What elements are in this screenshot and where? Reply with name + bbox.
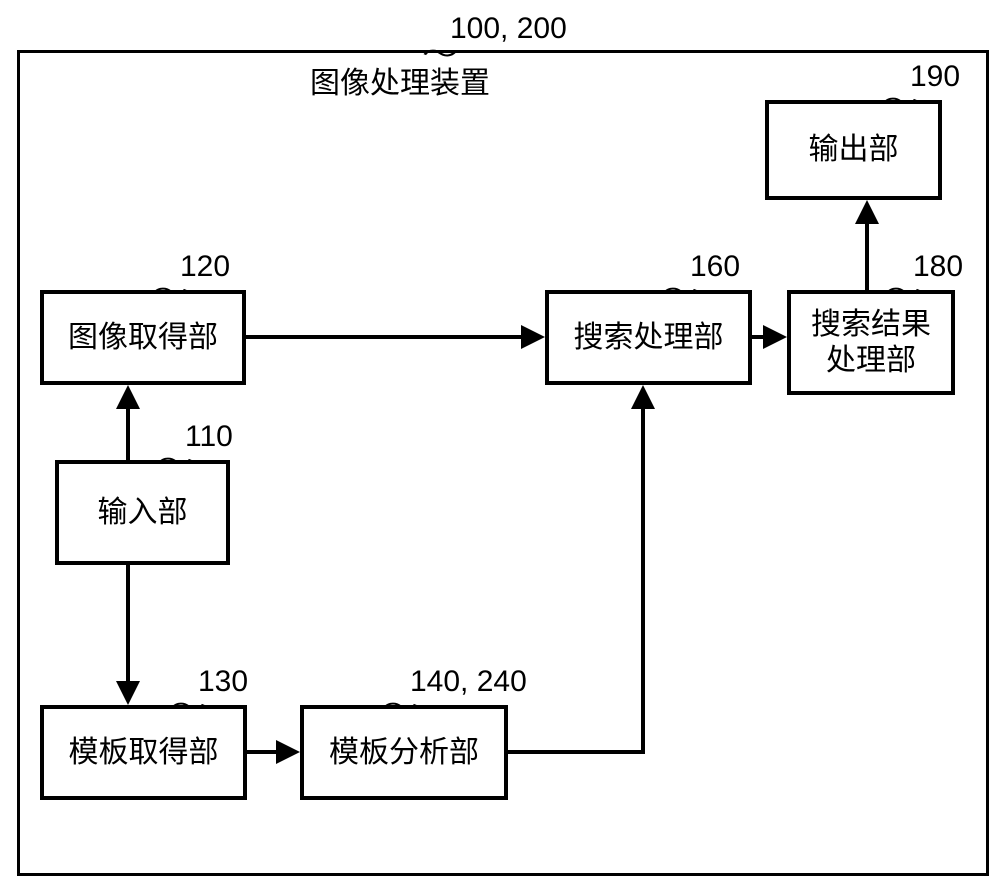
node-130-label: 模板取得部 bbox=[69, 735, 219, 771]
node-110-label: 输入部 bbox=[98, 495, 188, 531]
node-190-box: 输出部 bbox=[765, 100, 942, 200]
node-180-label: 搜索结果 处理部 bbox=[811, 307, 931, 379]
node-130-box: 模板取得部 bbox=[40, 705, 247, 800]
node-120-box: 图像取得部 bbox=[40, 290, 246, 385]
outer-ref-label: 100, 200 bbox=[450, 12, 567, 46]
node-140-label: 模板分析部 bbox=[329, 735, 479, 771]
node-120-label: 图像取得部 bbox=[68, 320, 218, 356]
outer-title-label: 图像处理装置 bbox=[310, 58, 490, 102]
node-110-box: 输入部 bbox=[55, 460, 230, 565]
diagram-canvas: 100, 200 〜 图像处理装置 110 〜 输入部 120 〜 图像取得部 … bbox=[0, 0, 1000, 879]
node-140-ref: 140, 240 bbox=[410, 665, 527, 699]
node-160-label: 搜索处理部 bbox=[574, 320, 724, 356]
node-140-box: 模板分析部 bbox=[300, 705, 508, 800]
node-160-box: 搜索处理部 bbox=[545, 290, 752, 385]
node-190-label: 输出部 bbox=[809, 132, 899, 168]
node-180-box: 搜索结果 处理部 bbox=[787, 290, 955, 395]
